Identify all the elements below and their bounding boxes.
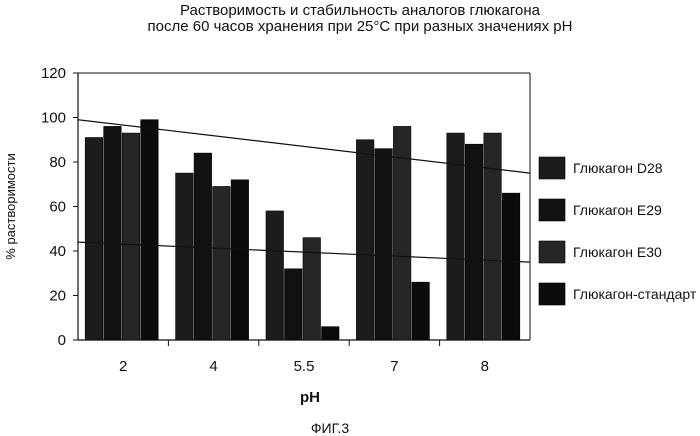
figure-caption: ФИГ.3 [0, 420, 660, 436]
legend-swatch [539, 241, 565, 263]
y-tick-label: 20 [49, 288, 66, 305]
x-tick-label: 4 [209, 358, 217, 375]
bar [104, 126, 122, 340]
legend-label: Глюкагон D28 [573, 160, 663, 176]
bar [484, 133, 502, 340]
bar [465, 144, 483, 340]
bar [266, 211, 284, 340]
y-axis-label: % растворимости [3, 153, 18, 259]
bar [141, 120, 159, 340]
y-tick-label: 120 [41, 65, 66, 82]
bar [375, 149, 393, 340]
bar [194, 153, 212, 340]
bar [502, 193, 520, 340]
y-tick-label: 60 [49, 199, 66, 216]
bar [356, 140, 374, 340]
legend-swatch [539, 283, 565, 305]
legend-label: Глюкагон-стандарт [573, 286, 697, 302]
x-tick-label: 8 [481, 358, 489, 375]
y-tick-label: 0 [58, 332, 66, 349]
x-tick-label: 5.5 [294, 358, 315, 375]
bar [285, 269, 303, 340]
x-tick-label: 7 [390, 358, 398, 375]
bar [412, 282, 430, 340]
bar [231, 180, 249, 340]
legend-label: Глюкагон E30 [573, 244, 662, 260]
bar [176, 173, 194, 340]
x-axis-label: pH [300, 389, 320, 406]
legend-swatch [539, 157, 565, 179]
bar [85, 138, 103, 340]
bar [213, 186, 231, 340]
legend-label: Глюкагон E29 [573, 202, 662, 218]
y-tick-label: 40 [49, 243, 66, 260]
bar [322, 327, 340, 340]
y-tick-label: 100 [41, 110, 66, 127]
x-tick-label: 2 [119, 358, 127, 375]
y-tick-label: 80 [49, 154, 66, 171]
legend-swatch [539, 199, 565, 221]
bar [122, 133, 140, 340]
